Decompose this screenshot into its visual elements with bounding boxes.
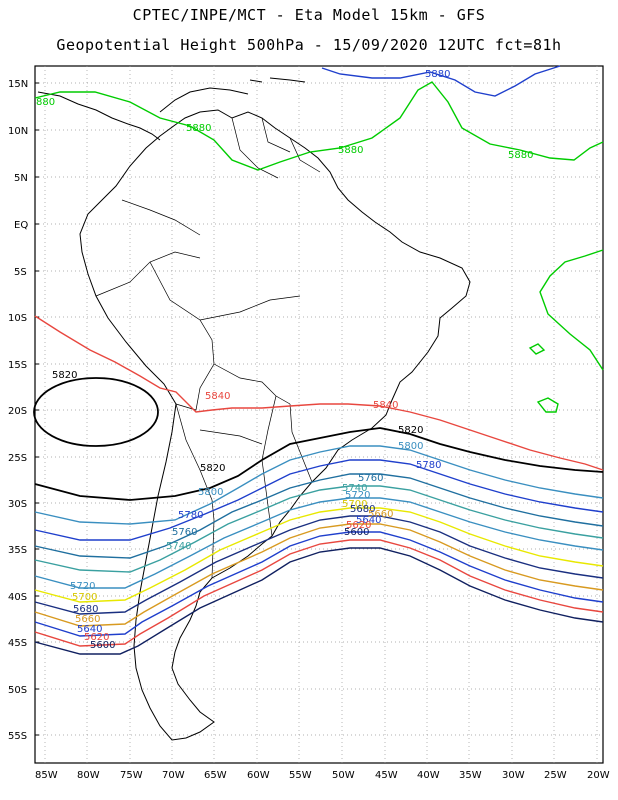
contour-label-5700: 5700 [72,592,97,603]
contour-labels: 5880 880 5880 5880 5880 5820 5840 5840 5… [36,69,533,651]
lon-label: 80W [77,770,100,781]
contour-label-5840: 5840 [373,400,398,411]
contour-5820 [34,427,604,501]
contour-label-5740: 5740 [166,541,191,552]
contour-label-5880-blue: 5880 [425,69,450,80]
title-line-1: CPTEC/INPE/MCT - Eta Model 15km - GFS [132,6,486,24]
contour-5880-green [34,81,604,171]
frame-ticks [35,82,39,736]
lat-label: 5S [14,267,27,278]
contour-label-5600: 5600 [90,640,115,651]
country-borders [95,117,321,579]
contour-label-5880-green: 5880 [508,150,533,161]
contour-label-5620: 5620 [346,520,371,531]
lon-label: 85W [35,770,58,781]
contour-label-5880-green: 5880 [338,145,363,156]
contour-5780 [34,459,604,541]
contour-label-5800: 5800 [398,441,423,452]
contour-lines [33,65,604,655]
lat-label: 10N [8,126,28,137]
lon-label: 35W [459,770,482,781]
contour-label-5680: 5680 [350,504,375,515]
south-america-coastline [79,109,471,741]
contour-label-5720: 5720 [70,581,95,592]
contour-5760 [34,473,604,559]
lat-label: 20S [8,406,27,417]
contour-5640 [34,531,604,637]
graticule [35,66,603,763]
contour-label-5680: 5680 [73,604,98,615]
contour-5880-blue [321,65,561,97]
contour-label-5820-high: 5820 [52,370,77,381]
contour-label-5760: 5760 [172,527,197,538]
contour-label-5880-edge: 880 [36,97,55,108]
contour-label-5640: 5640 [77,624,102,635]
contour-label-5640: 5640 [356,515,381,526]
lon-label: 45W [375,770,398,781]
contour-label-5760: 5760 [358,473,383,484]
contour-label-5880-green: 5880 [186,123,211,134]
lat-label: 30S [8,499,27,510]
lat-label: 35S [8,545,27,556]
lat-label: 50S [8,685,27,696]
lon-label: 65W [204,770,227,781]
contour-label-5660: 5660 [368,509,393,520]
lat-label: 15S [8,360,27,371]
contour-5880-green-east [539,249,604,371]
contour-label-5700: 5700 [342,499,367,510]
contour-label-5840: 5840 [205,391,230,402]
contour-5620 [34,539,604,647]
lon-label: 50W [332,770,355,781]
contour-5660 [34,523,604,627]
central-america-coastline [37,77,306,141]
contour-5800 [34,445,604,525]
lon-label: 20W [587,770,610,781]
lon-label: 60W [247,770,270,781]
lat-label: 45S [8,638,27,649]
contour-5820-high [33,377,159,447]
contour-5840 [34,315,604,471]
lat-label: 5N [14,173,28,184]
contour-5700 [34,507,604,603]
lat-label: 40S [8,592,27,603]
lon-label: 25W [544,770,567,781]
lon-label: 55W [289,770,312,781]
lon-labels: 85W 80W 75W 70W 65W 60W 55W 50W 45W 40W … [35,770,610,781]
contour-label-5780: 5780 [416,460,441,471]
contour-label-5720: 5720 [345,490,370,501]
lon-label: 75W [120,770,143,781]
title-line-2: Geopotential Height 500hPa - 15/09/2020 … [56,36,562,54]
contour-5720 [34,497,604,589]
lon-label: 70W [162,770,185,781]
contour-label-5620: 5620 [84,632,109,643]
contour-5880-green-small1 [528,343,546,355]
lat-label: 15N [8,79,28,90]
contour-label-5740: 5740 [342,483,367,494]
contour-5600 [34,547,604,655]
contour-label-5600: 5600 [344,527,369,538]
lat-label: 25S [8,453,27,464]
lon-label: 40W [417,770,440,781]
lat-label: EQ [14,220,28,231]
contour-5740 [34,485,604,573]
contour-5880-green-small2 [536,397,559,413]
contour-label-5820: 5820 [200,463,225,474]
contour-5680 [34,515,604,615]
contour-label-5660: 5660 [75,614,100,625]
map-frame [34,65,604,764]
contour-label-5780: 5780 [178,510,203,521]
lon-label: 30W [502,770,525,781]
lat-labels: 15N 10N 5N EQ 5S 10S 15S 20S 25S 30S 35S… [8,79,28,742]
contour-label-5820: 5820 [398,425,423,436]
lat-label: 10S [8,313,27,324]
lat-label: 55S [8,731,27,742]
contour-label-5800: 5800 [198,487,223,498]
